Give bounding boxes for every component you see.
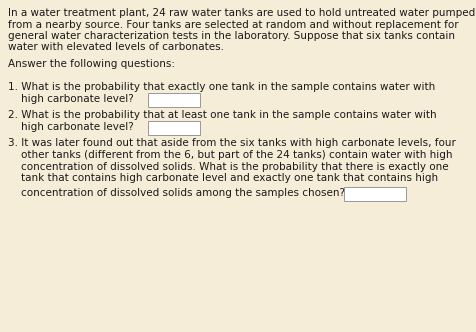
Text: concentration of dissolved solids. What is the probability that there is exactly: concentration of dissolved solids. What …	[8, 161, 448, 172]
Text: other tanks (different from the 6, but part of the 24 tanks) contain water with : other tanks (different from the 6, but p…	[8, 150, 452, 160]
Text: tank that contains high carbonate level and exactly one tank that contains high: tank that contains high carbonate level …	[8, 173, 437, 183]
Text: from a nearby source. Four tanks are selected at random and without replacement : from a nearby source. Four tanks are sel…	[8, 20, 457, 30]
Text: general water characterization tests in the laboratory. Suppose that six tanks c: general water characterization tests in …	[8, 31, 454, 41]
Text: high carbonate level?: high carbonate level?	[8, 122, 133, 132]
Text: 3. It was later found out that aside from the six tanks with high carbonate leve: 3. It was later found out that aside fro…	[8, 138, 455, 148]
FancyBboxPatch shape	[148, 93, 199, 107]
Text: In a water treatment plant, 24 raw water tanks are used to hold untreated water : In a water treatment plant, 24 raw water…	[8, 8, 474, 18]
FancyBboxPatch shape	[148, 121, 199, 135]
Text: water with elevated levels of carbonates.: water with elevated levels of carbonates…	[8, 42, 224, 52]
Text: 2. What is the probability that at least one tank in the sample contains water w: 2. What is the probability that at least…	[8, 111, 436, 121]
FancyBboxPatch shape	[343, 187, 405, 201]
Text: Answer the following questions:: Answer the following questions:	[8, 59, 175, 69]
Text: high carbonate level?: high carbonate level?	[8, 94, 133, 104]
Text: concentration of dissolved solids among the samples chosen?: concentration of dissolved solids among …	[8, 188, 344, 198]
Text: 1. What is the probability that exactly one tank in the sample contains water wi: 1. What is the probability that exactly …	[8, 82, 434, 93]
